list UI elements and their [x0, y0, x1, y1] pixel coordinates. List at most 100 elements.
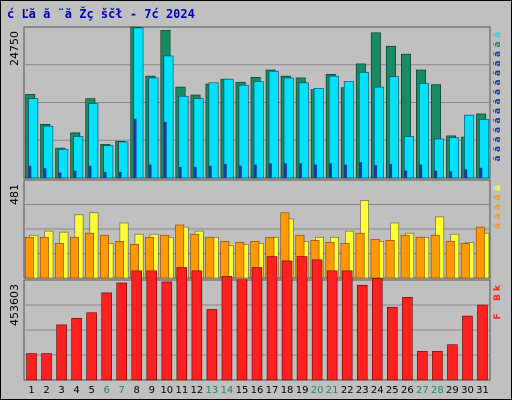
bar-bot — [71, 317, 82, 381]
x-axis: 1 2 3 4 5 6 7 8 9 10 11 12 13 14 15 16 17 18 19 20 21 22 23 24 2… — [28, 385, 489, 396]
bar-mid-secondary — [460, 243, 470, 279]
bar-mid-secondary — [85, 232, 94, 279]
bar-top-primary — [163, 55, 174, 179]
x-tick-label: 12 — [191, 385, 204, 396]
legend-glyph: ă — [493, 98, 503, 104]
bar-top-tertiary — [88, 165, 92, 178]
bar-bot — [221, 276, 233, 381]
bar-top-primary — [298, 82, 309, 179]
bar-top-primary — [449, 137, 460, 179]
legend-glyph: ă — [493, 32, 503, 38]
bar-top-primary — [358, 72, 369, 179]
bar-bot — [191, 270, 203, 381]
bar-top-primary — [388, 76, 399, 179]
bar-top-primary — [313, 88, 324, 179]
bar-top-tertiary — [299, 163, 302, 178]
bar-top-tertiary — [389, 163, 393, 178]
bar-top-primary — [268, 70, 279, 179]
bar-bot — [311, 259, 323, 381]
bar-top-tertiary — [404, 170, 408, 178]
bar-top-primary — [434, 138, 445, 179]
x-tick-label: 15 — [236, 385, 249, 396]
x-tick-label: 5 — [88, 385, 94, 396]
x-tick-label: 14 — [221, 385, 234, 396]
legend-glyph: ă — [493, 127, 503, 133]
legend-glyph: ă — [493, 51, 503, 57]
x-tick-label: 20 — [311, 385, 324, 396]
bar-top-primary — [464, 114, 475, 179]
legend-glyph: ă — [493, 89, 503, 95]
x-tick-label: 13 — [206, 385, 219, 396]
legend-glyph: ă — [493, 41, 503, 47]
bar-top-tertiary — [163, 121, 167, 178]
x-tick-label: 24 — [371, 385, 384, 396]
chart-title: ć Ľă ă ¨ă Žç ščł - 7ć 2024 — [7, 6, 195, 21]
x-tick-label: 25 — [386, 385, 399, 396]
x-tick-label: 29 — [446, 385, 459, 396]
bar-mid-secondary — [220, 241, 230, 279]
bar-top-tertiary — [464, 169, 468, 178]
bar-top-primary — [328, 75, 339, 179]
x-tick-label: 2 — [43, 385, 49, 396]
bar-bot — [146, 270, 158, 381]
bar-bot — [462, 315, 473, 381]
bar-top-primary — [28, 98, 39, 179]
bar-top-primary — [238, 84, 249, 179]
bar-top-tertiary — [73, 170, 77, 178]
bar-top-primary — [58, 149, 69, 179]
bar-top-tertiary — [208, 165, 212, 178]
bar-top-tertiary — [374, 165, 378, 178]
bar-top-primary — [43, 125, 54, 179]
bar-top-primary — [404, 136, 414, 179]
bar-bot — [161, 281, 173, 381]
x-tick-label: 18 — [281, 385, 294, 396]
legend-glyph: ă — [493, 70, 503, 76]
legend-glyph: B — [493, 294, 503, 301]
x-tick-label: 30 — [461, 385, 474, 396]
bar-top-primary — [133, 27, 144, 179]
legend-glyph: F — [493, 313, 503, 319]
legend-glyph: ă — [493, 60, 503, 66]
x-tick-label: 23 — [356, 385, 369, 396]
bar-bot — [447, 344, 458, 381]
bar-mid-secondary — [355, 232, 365, 279]
x-tick-label: 11 — [175, 385, 188, 396]
legend-glyph: ă — [493, 185, 503, 191]
bar-top-tertiary — [253, 164, 257, 178]
bar-bot — [341, 270, 353, 381]
legend-glyph: ă — [493, 223, 503, 229]
bar-top-tertiary — [103, 171, 107, 178]
bar-top-tertiary — [284, 163, 287, 178]
x-tick-label: 7 — [119, 385, 125, 396]
bar-top-tertiary — [419, 164, 423, 178]
legend-glyph: ă — [493, 117, 503, 123]
bar-top-primary — [88, 103, 99, 179]
bar-mid-secondary — [205, 236, 215, 279]
bar-top-primary — [343, 81, 354, 179]
bar-bot — [432, 351, 443, 381]
bar-top-tertiary — [269, 163, 272, 178]
legend-glyph: ă — [493, 146, 503, 152]
bar-bot — [56, 324, 67, 381]
bar-bot — [41, 353, 52, 381]
bar-top-tertiary — [329, 163, 332, 178]
bar-mid-secondary — [24, 236, 34, 279]
bar-mid-secondary — [415, 236, 425, 279]
x-tick-label: 4 — [73, 385, 79, 396]
x-tick-label: 21 — [326, 385, 339, 396]
legend-glyph: ă — [493, 194, 503, 200]
bar-mid-secondary — [115, 241, 124, 279]
bar-top-tertiary — [314, 164, 317, 178]
bar-bot — [417, 351, 428, 381]
panel-bot-ymax-label: 453603 — [8, 284, 21, 326]
bar-top-tertiary — [193, 167, 197, 178]
bar-bot — [281, 260, 293, 381]
bar-mid-secondary — [100, 234, 109, 279]
x-tick-label: 22 — [341, 385, 354, 396]
panel-bot: 453603 kB F — [8, 256, 503, 381]
